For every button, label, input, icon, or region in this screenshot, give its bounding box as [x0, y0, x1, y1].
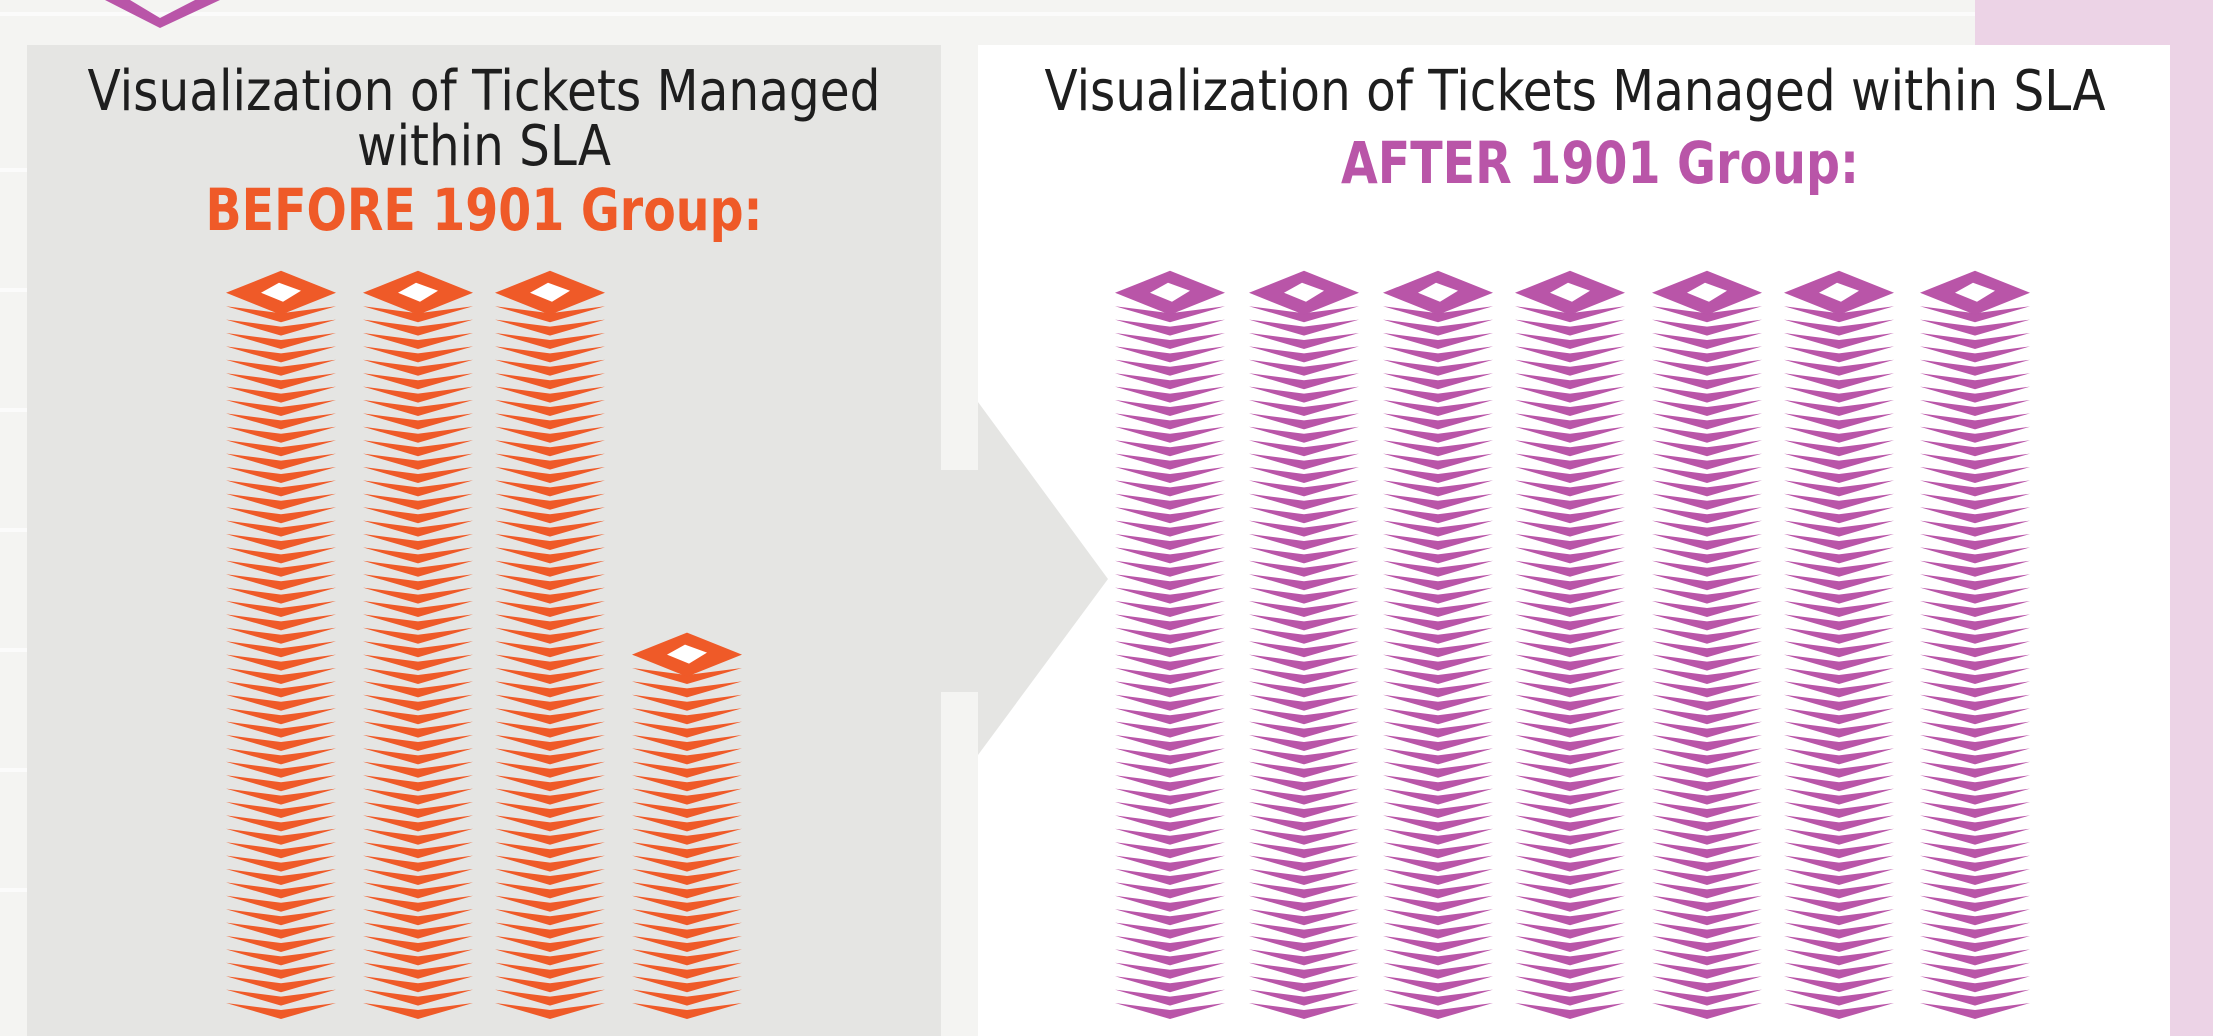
infographic: Visualization of Tickets Managed within …	[0, 0, 2213, 1036]
before-title-line: within SLA	[357, 114, 611, 179]
after-label: AFTER 1901 Group:	[1341, 129, 1859, 197]
arrow-stem	[941, 470, 981, 692]
after-title: Visualization of Tickets Managed within …	[1045, 59, 2106, 124]
before-label: BEFORE 1901 Group:	[206, 176, 763, 244]
